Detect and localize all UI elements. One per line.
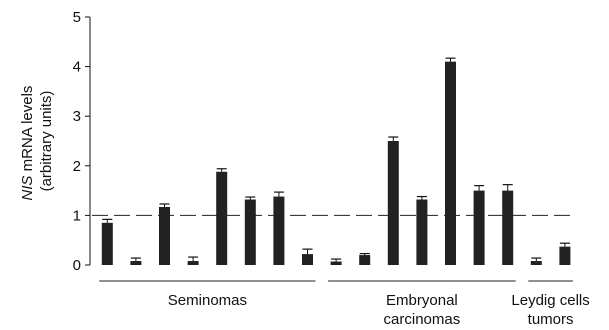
y-axis: 0 1 2 3 4 5 xyxy=(73,9,91,274)
y-axis-label: NIS mRNA levels (arbitrary units) xyxy=(19,81,55,200)
y-tick-label: 3 xyxy=(73,108,81,125)
y-axis-label-italic: NIS xyxy=(19,176,36,201)
group-label: Leydig cells xyxy=(511,292,589,309)
bar xyxy=(359,255,371,265)
group-label: tumors xyxy=(528,311,574,328)
y-tick-label: 2 xyxy=(73,158,81,175)
bar xyxy=(244,199,256,265)
bar xyxy=(330,261,342,265)
y-tick-label: 4 xyxy=(73,59,81,76)
bar xyxy=(101,222,113,265)
bar xyxy=(559,246,571,265)
y-tick-label: 5 xyxy=(73,9,81,26)
group-label: Seminomas xyxy=(168,292,247,309)
bar xyxy=(502,190,514,265)
bar xyxy=(159,206,170,265)
bar xyxy=(387,141,399,265)
y-axis-label-rest: mRNA levels xyxy=(19,86,36,176)
y-tick-label: 1 xyxy=(73,207,81,224)
bar xyxy=(187,261,199,265)
bar xyxy=(216,171,228,265)
bar xyxy=(273,196,285,265)
bar xyxy=(473,190,485,265)
bar xyxy=(445,61,456,265)
group-label: Embryonal xyxy=(386,292,458,309)
bar xyxy=(530,261,542,265)
bar xyxy=(130,261,142,265)
y-axis-label-line2: (arbitrary units) xyxy=(38,91,55,192)
group-label: carcinomas xyxy=(384,311,461,328)
bar xyxy=(416,199,428,265)
group-labels: Seminomas Embryonal carcinomas Leydig cells… xyxy=(99,280,590,328)
bars xyxy=(101,57,571,265)
bar xyxy=(302,254,313,265)
y-tick-label: 0 xyxy=(73,257,81,274)
